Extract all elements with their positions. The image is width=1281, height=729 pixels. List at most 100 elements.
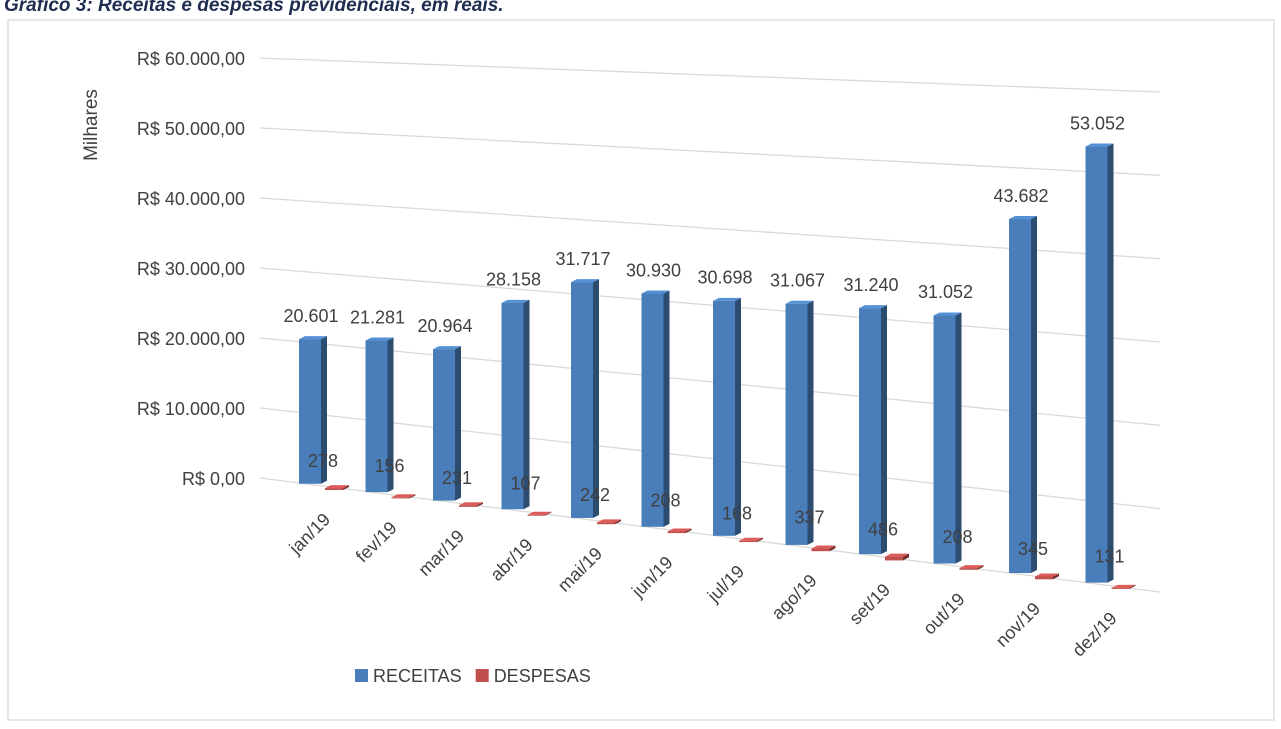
data-label: 208 [650, 490, 680, 510]
bar-side [829, 545, 836, 552]
data-label: 31.067 [770, 271, 825, 291]
y-tick-label: R$ 10.000,00 [137, 399, 245, 419]
y-tick-label: R$ 30.000,00 [137, 259, 245, 279]
y-tick-label: R$ 50.000,00 [137, 119, 245, 139]
bar-top [459, 502, 483, 506]
bar-top [933, 312, 962, 316]
bar [571, 282, 593, 518]
bar-top [571, 279, 599, 283]
y-tick-label: R$ 0,00 [182, 469, 245, 489]
bar-side [663, 290, 670, 527]
bar-top [391, 494, 416, 498]
bar-top [1085, 143, 1114, 147]
data-label: 28.158 [486, 270, 541, 290]
bar [1035, 576, 1053, 580]
data-label: 278 [308, 451, 338, 471]
bar-top [667, 528, 692, 532]
bar-top [785, 300, 814, 304]
data-label: 30.930 [626, 260, 681, 280]
bar-side [881, 305, 887, 555]
bar [597, 522, 615, 525]
bar-top [1009, 216, 1037, 220]
data-label: 20.601 [283, 306, 338, 326]
bar-side [545, 511, 552, 516]
data-label: 20.964 [417, 316, 472, 336]
data-label: 345 [1018, 539, 1048, 559]
y-tick-label: R$ 60.000,00 [137, 49, 245, 69]
data-label: 53.052 [1070, 113, 1125, 133]
bar [299, 339, 321, 484]
grid-line [259, 127, 1161, 176]
bar-top [1111, 584, 1136, 588]
bar [739, 540, 757, 543]
bar-side [387, 337, 394, 493]
bar-side [523, 299, 530, 510]
bar-top [597, 519, 621, 523]
bar-top [527, 511, 552, 515]
bar-side [477, 502, 483, 507]
bar-side [1031, 216, 1037, 574]
bar-top [713, 297, 741, 301]
bar [391, 497, 410, 499]
bar [325, 488, 343, 491]
data-label: 242 [580, 485, 610, 505]
bar-side [903, 553, 909, 561]
bar [667, 531, 686, 534]
data-label: 31.240 [843, 275, 898, 295]
bar [933, 315, 956, 564]
data-label: 168 [722, 504, 752, 524]
bar-side [593, 279, 599, 518]
data-label: 231 [442, 468, 472, 488]
legend-label: RECEITAS [373, 666, 462, 686]
data-label: 337 [794, 507, 824, 527]
bar-top [959, 565, 984, 569]
bar-side [757, 537, 763, 543]
data-label: 30.698 [697, 268, 752, 288]
bar-side [1053, 573, 1059, 580]
y-tick-label: R$ 40.000,00 [137, 189, 245, 209]
bar [527, 514, 546, 516]
bar [959, 568, 978, 570]
bar-side [455, 346, 461, 501]
bar [811, 548, 830, 552]
bar-top [885, 553, 909, 557]
bar-side [735, 297, 741, 536]
bar-top [433, 346, 461, 350]
bar [785, 303, 808, 545]
bar [365, 340, 388, 493]
bar-side [1107, 143, 1114, 583]
legend-swatch [355, 669, 368, 682]
data-label: 208 [942, 527, 972, 547]
bar [459, 505, 477, 507]
data-label: 31.052 [918, 282, 973, 302]
bar-top [299, 336, 327, 340]
bar-side [409, 494, 416, 499]
bar [1009, 219, 1031, 574]
bar [713, 300, 735, 536]
data-label: 21.281 [350, 307, 405, 327]
bar-top [1035, 573, 1059, 577]
bar [501, 302, 524, 510]
bar-side [615, 519, 621, 525]
bar [1085, 146, 1108, 583]
bar-side [807, 300, 814, 545]
bar-top [739, 537, 763, 541]
y-axis-label: Milhares [81, 89, 102, 161]
grid-line [259, 57, 1161, 93]
data-label: 43.682 [993, 186, 1048, 206]
bar-side [321, 336, 327, 484]
bar [885, 556, 903, 561]
chart-title: Gráfico 3: Receitas e despesas previdenc… [4, 0, 504, 16]
bar-side [977, 565, 984, 570]
bar-top [811, 545, 836, 549]
bar-side [343, 485, 349, 491]
data-label: 131 [1094, 547, 1124, 567]
bar-top [859, 305, 887, 309]
bar-side [685, 528, 692, 534]
data-label: 31.717 [555, 249, 610, 269]
legend-label: DESPESAS [494, 666, 591, 686]
bar-top [365, 337, 394, 341]
legend-swatch [475, 669, 489, 682]
data-label: 156 [374, 456, 404, 476]
